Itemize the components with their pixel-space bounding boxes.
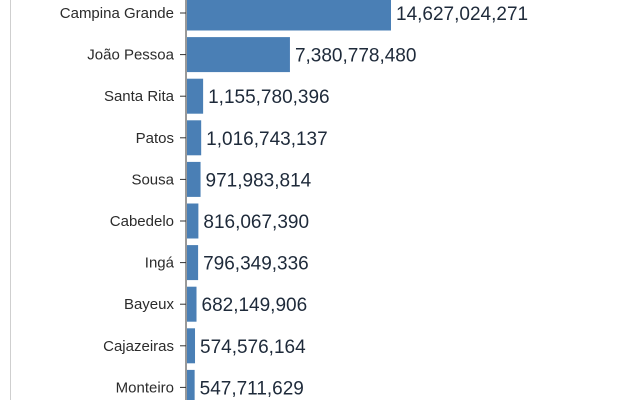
bar[interactable] [187,0,391,31]
category-label: Campina Grande [60,5,174,22]
bar[interactable] [187,286,197,322]
value-label: 1,155,780,396 [208,87,330,108]
bar[interactable] [187,161,201,197]
category-label: Bayeux [124,296,175,313]
category-label: Monteiro [116,379,174,396]
value-label: 574,576,164 [200,337,306,358]
frame-left-border [10,0,11,400]
value-label: 682,149,906 [202,295,308,316]
bar[interactable] [187,245,199,281]
category-label: Cabedelo [110,213,174,230]
value-label: 547,711,629 [200,378,304,399]
value-label: 14,627,024,271 [396,4,528,25]
bar[interactable] [187,203,199,239]
category-label: Sousa [131,171,174,188]
category-label: Ingá [145,255,175,272]
value-label: 7,380,778,480 [295,46,417,67]
value-label: 1,016,743,137 [206,129,328,150]
value-label: 816,067,390 [203,212,309,233]
bar[interactable] [187,328,196,364]
bar[interactable] [187,37,290,73]
value-label: 971,983,814 [206,170,312,191]
category-label: Santa Rita [104,88,175,105]
category-label: João Pessoa [87,47,174,64]
bar[interactable] [187,369,195,400]
category-label: Cajazeiras [103,338,174,355]
bar[interactable] [187,78,204,114]
bars-layer: Campina Grande 14,627,024,271 João Pessoa 7… [60,0,528,400]
category-label: Patos [136,130,174,147]
bar[interactable] [187,120,202,156]
value-label: 796,349,336 [203,254,309,275]
